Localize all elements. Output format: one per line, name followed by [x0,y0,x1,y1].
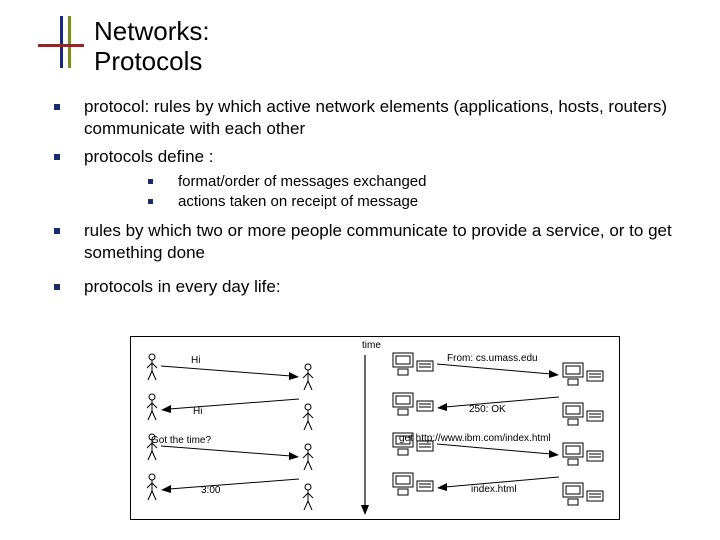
person-icon [145,473,159,501]
title-decoration [38,16,86,68]
computer-icon [561,401,605,429]
sub-bullet-text: format/order of messages exchanged [178,173,426,190]
message-arrow [161,444,299,460]
title-block: Networks: Protocols [38,16,210,76]
slide-title: Networks: Protocols [94,16,210,76]
slide: Networks: Protocols protocol: rules by w… [0,0,720,540]
computer-icon [391,471,435,499]
bullet-item: protocols in every day life: [34,276,700,298]
person-icon [301,363,315,391]
computer-icon [391,351,435,379]
bullet-item: rules by which two or more people commun… [34,220,700,264]
bullet-item: protocols define : format/order of messa… [34,146,700,212]
message-arrow [437,442,559,458]
person-icon [301,403,315,431]
message-arrow [161,364,299,380]
computer-icon [561,481,605,509]
message-label: Hi [191,355,200,366]
message-label: From: cs.umass.edu [447,353,538,364]
person-icon [145,353,159,381]
message-label: Hi [193,406,202,417]
time-label: time [362,340,381,351]
message-label: 250: OK [469,404,506,415]
time-axis-arrow [359,355,371,515]
computer-icon [391,391,435,419]
message-arrow [161,477,299,493]
title-line-2: Protocols [94,46,202,76]
message-label: 3:00 [201,485,220,496]
person-icon [145,393,159,421]
message-arrow [161,397,299,413]
sub-bullet-item: actions taken on receipt of message [84,192,700,212]
message-label: get http://www.ibm.com/index.html [399,433,551,444]
bullet-text: protocols in every day life: [84,277,281,296]
protocol-figure: time Hi [130,336,620,520]
message-label: index.html [471,484,517,495]
message-label: Got the time? [151,435,211,446]
bullet-item: protocol: rules by which active network … [34,96,700,140]
sub-bullet-text: actions taken on receipt of message [178,193,418,210]
slide-body: protocol: rules by which active network … [34,96,700,304]
title-line-1: Networks: [94,16,210,46]
bullet-text: rules by which two or more people commun… [84,221,672,262]
computer-icon [561,441,605,469]
sub-bullet-item: format/order of messages exchanged [84,172,700,192]
bullet-text: protocols define : [84,147,213,166]
bullet-text: protocol: rules by which active network … [84,97,667,138]
person-icon [301,443,315,471]
person-icon [301,483,315,511]
message-arrow [437,362,559,378]
computer-icon [561,361,605,389]
